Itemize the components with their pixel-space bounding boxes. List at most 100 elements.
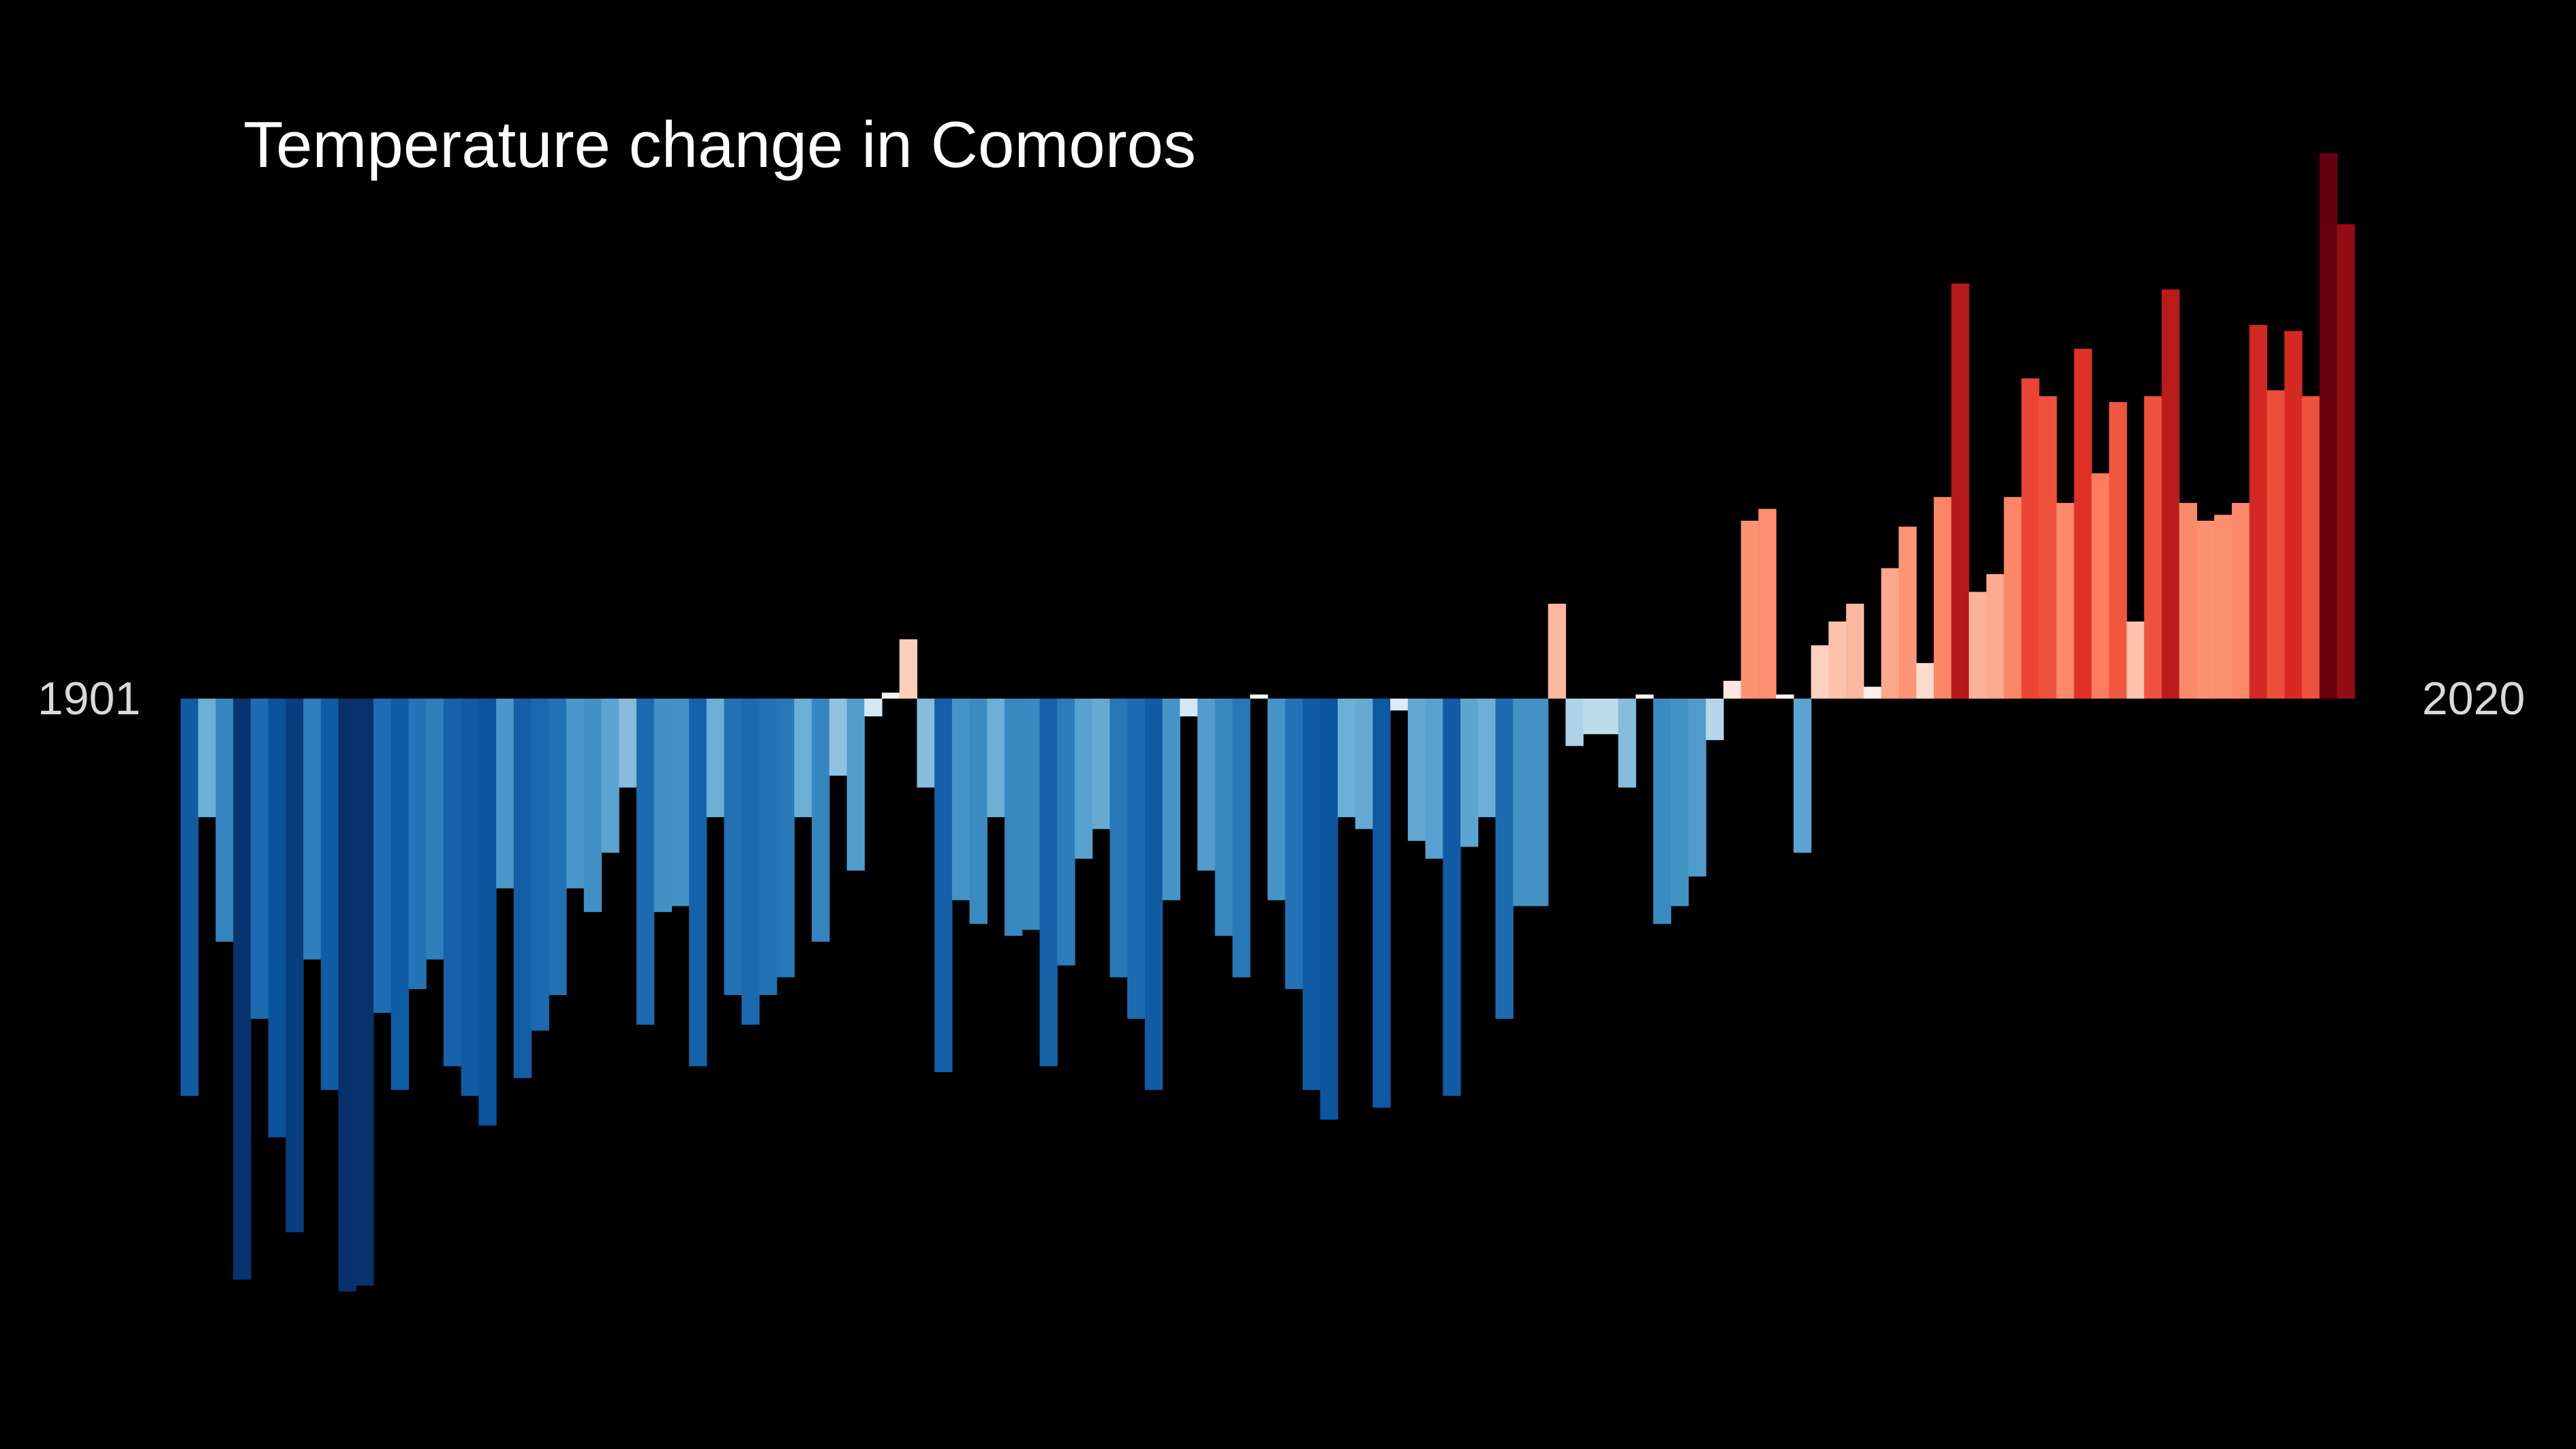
bar-1944 xyxy=(934,699,953,1073)
bar-1976 xyxy=(1495,699,1514,1019)
bar-1934 xyxy=(758,699,778,995)
bar-1936 xyxy=(794,699,812,817)
bar-2007 xyxy=(2038,396,2057,699)
bar-1937 xyxy=(812,699,830,942)
bar-1956 xyxy=(1144,699,1163,1090)
bar-2014 xyxy=(2162,289,2180,699)
bar-1990 xyxy=(1741,521,1759,699)
bar-1977 xyxy=(1513,699,1531,906)
bar-1992 xyxy=(1776,695,1794,699)
bar-1997 xyxy=(1863,686,1882,699)
bar-1999 xyxy=(1899,526,1917,699)
bar-1901 xyxy=(181,699,199,1096)
bar-1957 xyxy=(1162,699,1180,900)
bar-1908 xyxy=(303,699,322,960)
bar-1996 xyxy=(1845,603,1865,699)
bar-1948 xyxy=(1005,699,1023,936)
bar-1927 xyxy=(636,699,655,1025)
bar-1929 xyxy=(671,699,690,906)
bar-1989 xyxy=(1723,680,1742,699)
bar-1967 xyxy=(1337,699,1356,817)
bar-1922 xyxy=(549,699,567,995)
bar-2008 xyxy=(2056,502,2074,699)
bar-2009 xyxy=(2074,348,2092,699)
bar-2000 xyxy=(1916,662,1935,699)
bar-1959 xyxy=(1197,699,1216,871)
bar-1987 xyxy=(1688,699,1706,876)
bar-1909 xyxy=(320,699,339,1090)
bar-1981 xyxy=(1583,699,1601,735)
bar-1964 xyxy=(1285,699,1304,990)
bar-1911 xyxy=(356,699,374,1286)
bar-1978 xyxy=(1530,699,1549,906)
bar-1918 xyxy=(478,699,497,1126)
bar-2015 xyxy=(2179,502,2198,699)
bar-2023 xyxy=(2319,153,2337,699)
bar-1969 xyxy=(1373,699,1391,1108)
bar-1910 xyxy=(338,699,356,1292)
bar-1917 xyxy=(461,699,479,1096)
bar-2013 xyxy=(2144,396,2162,699)
x-axis-end-label: 2020 xyxy=(2422,673,2526,724)
bar-2006 xyxy=(2021,378,2040,699)
bar-1907 xyxy=(286,699,304,1232)
bar-2005 xyxy=(2004,497,2022,699)
bar-1983 xyxy=(1618,699,1636,788)
bar-1958 xyxy=(1180,699,1198,717)
bar-1951 xyxy=(1057,699,1075,966)
bar-1955 xyxy=(1127,699,1146,1019)
bar-1912 xyxy=(373,699,392,1013)
bar-1973 xyxy=(1443,699,1461,1096)
bar-1941 xyxy=(882,692,900,699)
bar-1920 xyxy=(513,699,532,1078)
bar-1933 xyxy=(741,699,760,1025)
bar-1980 xyxy=(1565,699,1584,746)
bar-1925 xyxy=(601,699,619,853)
bar-2002 xyxy=(1951,284,1969,699)
bar-2001 xyxy=(1933,497,1952,699)
bar-2011 xyxy=(2109,402,2128,699)
bar-1985 xyxy=(1653,699,1672,924)
bar-1919 xyxy=(496,699,515,889)
bar-1921 xyxy=(531,699,549,1031)
bar-1994 xyxy=(1811,645,1829,699)
bar-1953 xyxy=(1092,699,1111,829)
bar-1905 xyxy=(250,699,269,1019)
bar-1993 xyxy=(1793,699,1812,853)
bar-1984 xyxy=(1636,695,1654,699)
bar-1952 xyxy=(1075,699,1093,859)
bar-1995 xyxy=(1828,621,1847,699)
bar-1939 xyxy=(846,699,865,871)
bar-1931 xyxy=(706,699,725,817)
bar-2016 xyxy=(2196,521,2215,699)
bar-1946 xyxy=(969,699,987,924)
bar-1966 xyxy=(1320,699,1338,1120)
bar-1938 xyxy=(829,699,848,776)
bar-1961 xyxy=(1232,699,1251,977)
bar-1970 xyxy=(1390,699,1409,711)
bar-2019 xyxy=(2249,324,2267,699)
bar-2024 xyxy=(2337,224,2355,699)
bar-1971 xyxy=(1407,699,1426,841)
bar-1916 xyxy=(443,699,462,1067)
bar-1974 xyxy=(1460,699,1479,847)
bar-1962 xyxy=(1250,695,1268,699)
bar-1965 xyxy=(1302,699,1321,1090)
bar-2003 xyxy=(1969,592,1987,699)
bar-1930 xyxy=(689,699,707,1067)
bar-1924 xyxy=(583,699,602,913)
bar-2004 xyxy=(1986,574,2005,699)
bar-1902 xyxy=(198,699,217,817)
bar-1926 xyxy=(619,699,637,788)
bar-1942 xyxy=(899,639,918,699)
bar-2012 xyxy=(2126,621,2145,699)
bar-1940 xyxy=(864,699,883,717)
bar-1972 xyxy=(1425,699,1443,859)
bar-1932 xyxy=(724,699,742,995)
bar-2010 xyxy=(2091,473,2110,699)
bar-2017 xyxy=(2214,515,2233,699)
bar-1914 xyxy=(408,699,427,990)
bar-2018 xyxy=(2231,502,2250,699)
